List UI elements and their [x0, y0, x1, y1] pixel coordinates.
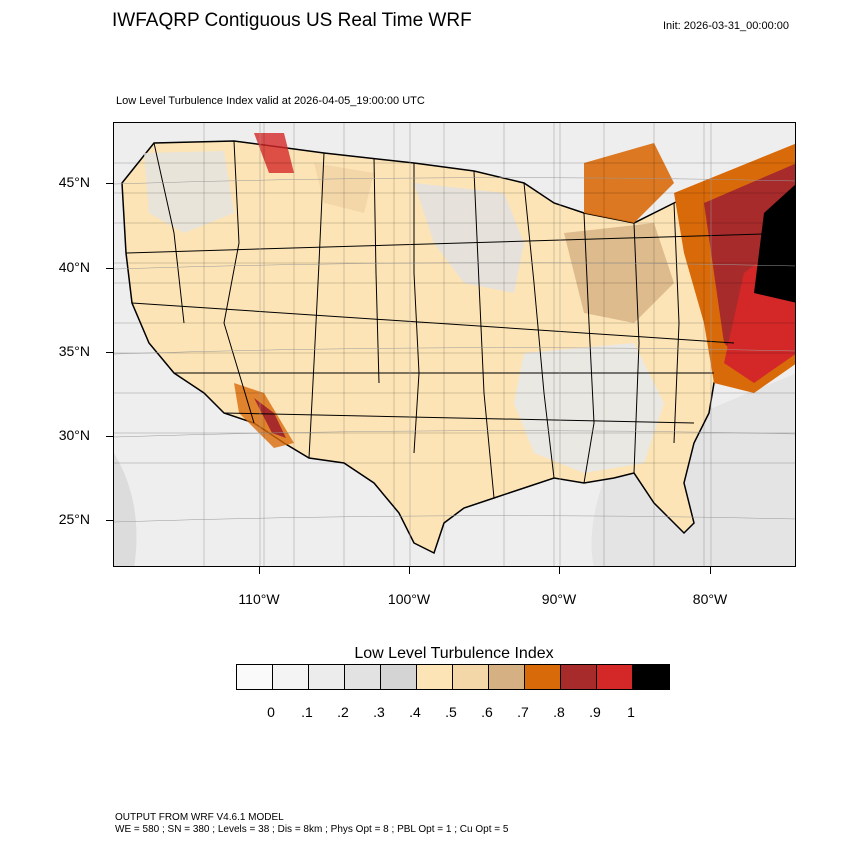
lon-tick — [259, 567, 260, 574]
legend-tick-label: .3 — [373, 704, 385, 720]
lon-tick — [409, 567, 410, 574]
lat-label: 25°N — [58, 511, 90, 527]
legend-swatch — [489, 665, 525, 689]
footer-config: WE = 580 ; SN = 380 ; Levels = 38 ; Dis … — [115, 824, 509, 835]
legend-swatch — [381, 665, 417, 689]
legend-tick-label: .1 — [301, 704, 313, 720]
legend-swatch — [453, 665, 489, 689]
footer-model: OUTPUT FROM WRF V4.6.1 MODEL — [115, 812, 284, 823]
legend-swatch — [417, 665, 453, 689]
graticule — [114, 123, 795, 566]
legend-swatch — [561, 665, 597, 689]
extreme-atlantic — [754, 184, 795, 303]
lat-tick — [106, 436, 113, 437]
lat-label: 30°N — [58, 427, 90, 443]
init-time: Init: 2026-03-31_00:00:00 — [663, 20, 789, 32]
lowindex-plains — [414, 183, 524, 293]
lat-label: 40°N — [58, 259, 90, 275]
lowindex-southeast — [514, 343, 664, 473]
legend-swatch — [309, 665, 345, 689]
legend-tick-label: .9 — [589, 704, 601, 720]
map-subtitle: Low Level Turbulence Index valid at 2026… — [116, 95, 425, 107]
legend-title: Low Level Turbulence Index — [354, 645, 554, 662]
lat-label: 45°N — [58, 174, 90, 190]
legend-swatch — [237, 665, 273, 689]
legend-tick-label: 1 — [627, 704, 635, 720]
pacific-field — [114, 453, 137, 566]
legend-swatch — [525, 665, 561, 689]
lowindex-northwest — [144, 151, 234, 233]
county-boundaries — [114, 123, 795, 566]
lon-tick — [559, 567, 560, 574]
legend-swatch — [597, 665, 633, 689]
lon-tick — [710, 567, 711, 574]
legend-tick-label: .5 — [445, 704, 457, 720]
legend-tick-label: .2 — [337, 704, 349, 720]
legend-tick-label: .7 — [517, 704, 529, 720]
legend-tick-label: .4 — [409, 704, 421, 720]
legend-tick-label: .8 — [553, 704, 565, 720]
mid-index-tan — [564, 223, 674, 323]
legend-colorbar — [236, 664, 670, 690]
legend-tick-label: .6 — [481, 704, 493, 720]
lon-label: 100°W — [387, 591, 431, 607]
lon-label: 80°W — [692, 591, 728, 607]
map-canvas — [114, 123, 795, 566]
lat-tick — [106, 352, 113, 353]
high-index-arizona-core — [254, 398, 286, 438]
lon-label: 90°W — [541, 591, 577, 607]
lat-tick — [106, 520, 113, 521]
page-title: IWFAQRP Contiguous US Real Time WRF — [112, 10, 472, 31]
legend-swatch — [273, 665, 309, 689]
legend-tick-label: 0 — [267, 704, 275, 720]
lat-tick — [106, 268, 113, 269]
lat-label: 35°N — [58, 343, 90, 359]
legend-swatch — [633, 665, 669, 689]
lat-tick — [106, 183, 113, 184]
lon-label: 110°W — [238, 591, 280, 607]
map-panel[interactable] — [113, 122, 796, 567]
legend-swatch — [345, 665, 381, 689]
